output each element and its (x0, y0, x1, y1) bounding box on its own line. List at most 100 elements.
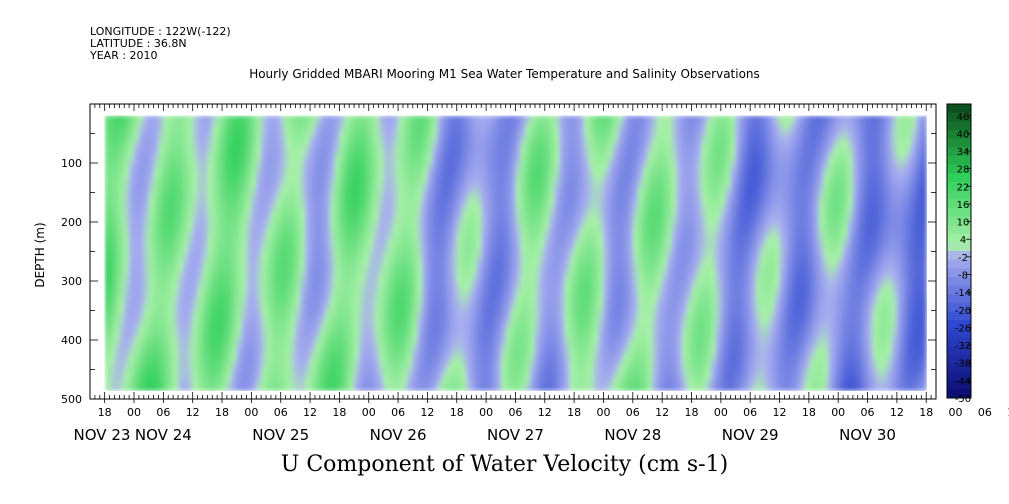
heatmap-cell (486, 139, 492, 147)
heatmap-cell (129, 169, 135, 177)
heatmap-cell (442, 175, 448, 182)
heatmap-cell (574, 211, 580, 218)
heatmap-cell (168, 318, 174, 326)
heatmap-cell (295, 187, 301, 194)
heatmap-cell (510, 241, 517, 248)
heatmap-cell (495, 175, 502, 182)
heatmap-cell (226, 193, 233, 200)
heatmap-cell (222, 133, 228, 141)
heatmap-cell (569, 193, 575, 200)
heatmap-cell (417, 312, 424, 320)
heatmap-cell (378, 139, 385, 147)
heatmap-cell (598, 288, 605, 296)
heatmap-cell (178, 366, 184, 373)
heatmap-cell (388, 372, 394, 379)
heatmap-cell (349, 163, 355, 171)
heatmap-cell (344, 366, 350, 373)
heatmap-cell (500, 187, 507, 194)
heatmap-cell (354, 151, 360, 159)
heatmap-cell (354, 288, 360, 296)
heatmap-cell (124, 342, 130, 349)
heatmap-cell (329, 312, 336, 320)
heatmap-cell (520, 324, 526, 332)
heatmap-cell (266, 175, 272, 182)
heatmap-cell (495, 360, 502, 367)
heatmap-cell (134, 342, 140, 349)
heatmap-cell (226, 288, 233, 296)
heatmap-cell (124, 151, 130, 159)
heatmap-cell (349, 300, 355, 308)
heatmap-cell (339, 330, 345, 338)
heatmap-cell (290, 330, 296, 338)
heatmap-cell (627, 264, 634, 272)
heatmap-cell (231, 366, 238, 373)
heatmap-cell (446, 211, 453, 218)
heatmap-cell (583, 360, 590, 367)
heatmap-cell (554, 318, 561, 326)
heatmap-cell (500, 348, 507, 355)
heatmap-cell (300, 211, 306, 218)
heatmap-cell (109, 133, 116, 141)
heatmap-cell (417, 205, 424, 212)
heatmap-cell (158, 354, 164, 361)
heatmap-cell (358, 217, 365, 224)
heatmap-cell (143, 229, 150, 236)
heatmap-cell (520, 294, 526, 302)
heatmap-cell (588, 300, 595, 308)
heatmap-cell (256, 247, 262, 254)
heatmap-cell (530, 294, 536, 302)
heatmap-cell (129, 372, 135, 379)
heatmap-cell (104, 163, 111, 171)
heatmap-cell (163, 187, 169, 194)
heatmap-cell (417, 169, 424, 177)
heatmap-cell (593, 151, 600, 159)
heatmap-cell (579, 235, 585, 242)
heatmap-cell (124, 199, 130, 206)
heatmap-cell (466, 235, 473, 242)
heatmap-cell (310, 324, 316, 332)
heatmap-cell (515, 169, 521, 177)
heatmap-cell (310, 336, 316, 344)
heatmap-cell (451, 252, 458, 260)
heatmap-cell (246, 348, 252, 355)
heatmap-cell (280, 169, 287, 177)
heatmap-cell (163, 199, 169, 206)
heatmap-cell (456, 235, 463, 242)
heatmap-cell (451, 318, 458, 326)
heatmap-cell (407, 270, 414, 278)
heatmap-cell (378, 157, 385, 165)
heatmap-cell (305, 139, 311, 147)
heatmap-cell (217, 306, 223, 314)
heatmap-cell (451, 115, 458, 123)
heatmap-cell (398, 193, 404, 200)
heatmap-cell (500, 181, 507, 188)
heatmap-cell (412, 270, 419, 278)
heatmap-cell (305, 324, 311, 332)
heatmap-cell (579, 342, 585, 349)
heatmap-cell (417, 366, 424, 373)
heatmap-cell (378, 223, 385, 230)
heatmap-cell (535, 157, 541, 165)
heatmap-cell (212, 288, 218, 296)
heatmap-cell (525, 264, 531, 272)
heatmap-cell (598, 372, 605, 379)
heatmap-cell (192, 133, 199, 141)
heatmap-cell (598, 247, 605, 254)
heatmap-cell (339, 211, 345, 218)
heatmap-cell (334, 252, 340, 260)
heatmap-cell (618, 199, 624, 206)
heatmap-cell (339, 217, 345, 224)
heatmap-cell (579, 241, 585, 248)
heatmap-cell (275, 247, 282, 254)
heatmap-cell (334, 247, 340, 254)
heatmap-cell (363, 205, 370, 212)
heatmap-cell (505, 247, 512, 254)
heatmap-cell (305, 133, 311, 141)
heatmap-cell (608, 157, 614, 165)
heatmap-cell (398, 133, 404, 141)
heatmap-cell (476, 252, 482, 260)
heatmap-cell (525, 211, 531, 218)
heatmap-cell (182, 354, 189, 361)
heatmap-cell (490, 163, 497, 171)
heatmap-cell (104, 360, 111, 367)
